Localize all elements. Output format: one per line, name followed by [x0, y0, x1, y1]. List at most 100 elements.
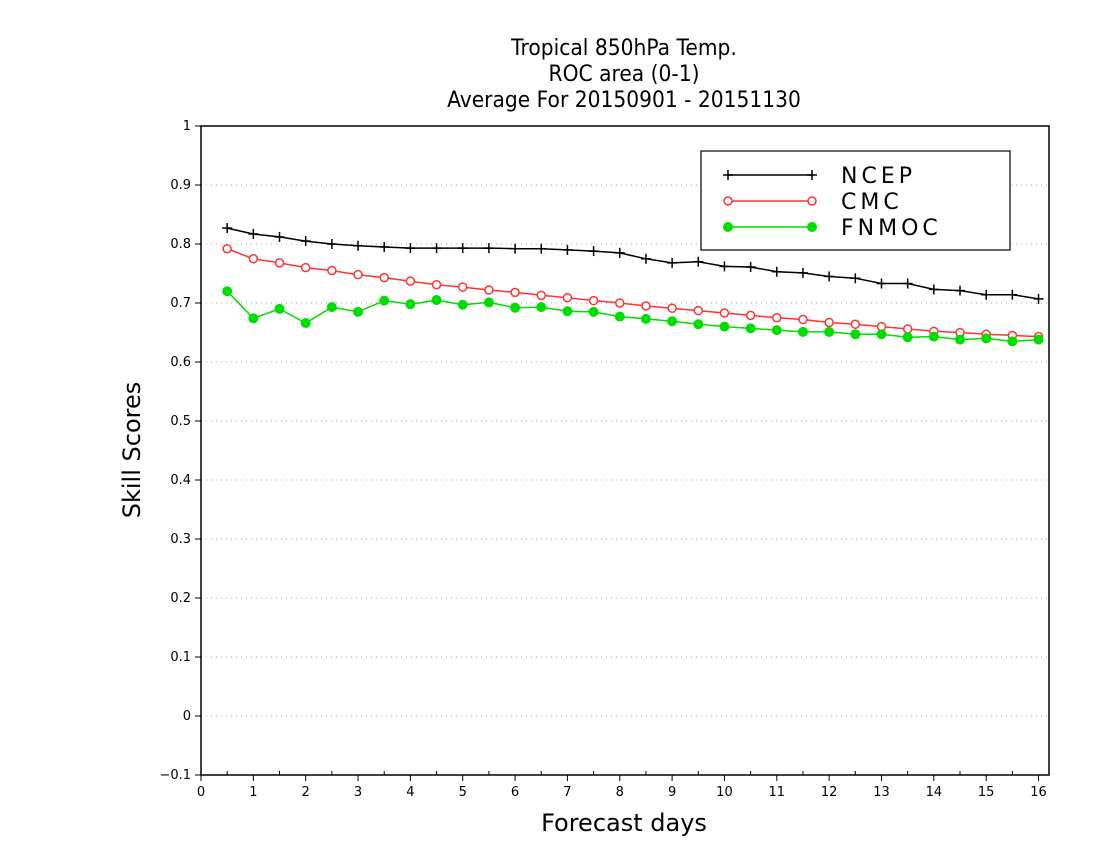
chart-title-line-1: Tropical 850hPa Temp.	[511, 36, 737, 61]
data-point-cmc	[745, 310, 756, 321]
data-point-ncep	[1033, 293, 1044, 304]
data-point-fnmoc	[955, 334, 966, 345]
data-point-fnmoc	[640, 313, 651, 324]
data-point-ncep	[850, 273, 861, 284]
x-axis-label: Forecast days	[541, 809, 707, 837]
y-tick-label: 0.8	[170, 237, 191, 252]
data-point-cmc	[248, 254, 259, 264]
data-point-cmc	[772, 313, 782, 323]
data-point-cmc	[719, 308, 730, 318]
data-point-cmc	[536, 290, 546, 301]
data-point-cmc	[615, 298, 625, 308]
y-tick-label: 0.7	[170, 296, 191, 311]
x-tick-label: 11	[769, 785, 786, 800]
data-point-fnmoc	[981, 333, 992, 344]
data-point-fnmoc	[248, 313, 259, 324]
chart-title-line-2: ROC area (0-1)	[548, 62, 700, 87]
y-tick-label: 0.9	[170, 178, 191, 193]
data-point-ncep	[824, 271, 835, 282]
data-point-ncep	[955, 285, 966, 296]
x-tick-label: 12	[821, 785, 838, 800]
data-point-fnmoc	[588, 306, 599, 317]
axes: −0.100.10.20.30.40.50.60.70.80.910 1 2 3 4 5 6…	[159, 119, 1046, 800]
data-point-cmc	[667, 303, 677, 314]
data-point-ncep	[274, 231, 285, 242]
series-layer	[222, 223, 1044, 347]
data-point-ncep	[981, 289, 992, 300]
data-point-cmc	[222, 243, 232, 254]
data-point-ncep	[562, 244, 573, 255]
legend-item-cmc: CMC	[723, 190, 903, 215]
data-point-fnmoc	[928, 331, 939, 342]
data-point-fnmoc	[719, 321, 730, 332]
data-point-ncep	[431, 243, 442, 254]
legend-label: FNMOC	[841, 216, 942, 241]
x-tick-label: 13	[873, 785, 890, 800]
data-point-ncep	[222, 223, 233, 234]
x-tick-label: 14	[926, 785, 943, 800]
data-point-cmc	[850, 319, 861, 329]
data-point-cmc	[274, 258, 285, 268]
data-point-ncep	[510, 243, 521, 254]
y-tick-label: 0.4	[170, 473, 191, 488]
data-point-fnmoc	[510, 302, 521, 313]
data-point-fnmoc	[379, 295, 390, 306]
data-point-fnmoc	[850, 329, 861, 340]
data-point-fnmoc	[405, 299, 416, 310]
legend-label: CMC	[841, 190, 903, 215]
x-tick-label: 10	[716, 785, 733, 800]
data-point-fnmoc	[353, 306, 364, 317]
legend-marker	[723, 196, 733, 206]
y-tick-label: 0.6	[170, 355, 191, 370]
x-tick-label: 7	[563, 785, 571, 800]
data-point-ncep	[693, 256, 704, 267]
data-point-fnmoc	[614, 311, 625, 322]
data-point-cmc	[902, 324, 913, 334]
series-line-fnmoc	[226, 290, 1039, 343]
data-point-cmc	[457, 282, 468, 292]
data-point-fnmoc	[562, 306, 573, 317]
series-cmc	[222, 243, 1044, 342]
data-point-ncep	[353, 240, 364, 251]
x-tick-label: 16	[1030, 785, 1047, 800]
x-tick-label: 2	[302, 785, 310, 800]
data-point-ncep	[771, 266, 782, 277]
data-point-ncep	[588, 246, 599, 257]
legend-item-ncep: NCEP	[723, 164, 912, 189]
x-tick-label: 5	[459, 785, 467, 800]
series-fnmoc	[222, 286, 1044, 347]
data-point-fnmoc	[300, 318, 311, 329]
data-point-fnmoc	[1033, 334, 1044, 345]
data-point-ncep	[248, 228, 259, 239]
x-tick-label: 6	[511, 785, 519, 800]
data-point-fnmoc	[876, 329, 887, 340]
data-point-fnmoc	[457, 299, 468, 310]
data-point-ncep	[797, 267, 808, 278]
data-point-fnmoc	[824, 326, 835, 337]
data-point-fnmoc	[326, 302, 337, 313]
data-point-ncep	[1007, 289, 1018, 300]
data-point-cmc	[300, 262, 311, 273]
y-tick-label: 0.1	[170, 650, 191, 665]
data-point-fnmoc	[693, 319, 704, 330]
data-point-ncep	[928, 284, 939, 295]
legend-marker	[807, 170, 817, 180]
x-tick-label: 15	[978, 785, 995, 800]
data-point-cmc	[693, 305, 704, 316]
data-point-fnmoc	[745, 323, 756, 334]
data-point-cmc	[353, 269, 363, 280]
x-tick-label: 3	[354, 785, 362, 800]
data-point-ncep	[614, 247, 625, 258]
data-point-fnmoc	[274, 303, 285, 314]
data-point-cmc	[510, 287, 520, 298]
x-tick-label: 1	[249, 785, 257, 800]
y-tick-label: 1	[183, 119, 191, 134]
data-point-fnmoc	[536, 302, 547, 313]
data-point-cmc	[798, 314, 808, 325]
data-point-ncep	[640, 253, 651, 264]
data-point-ncep	[536, 243, 547, 254]
y-tick-label: 0.2	[170, 591, 191, 606]
y-axis-label: Skill Scores	[118, 381, 146, 519]
x-tick-label: 0	[197, 785, 205, 800]
